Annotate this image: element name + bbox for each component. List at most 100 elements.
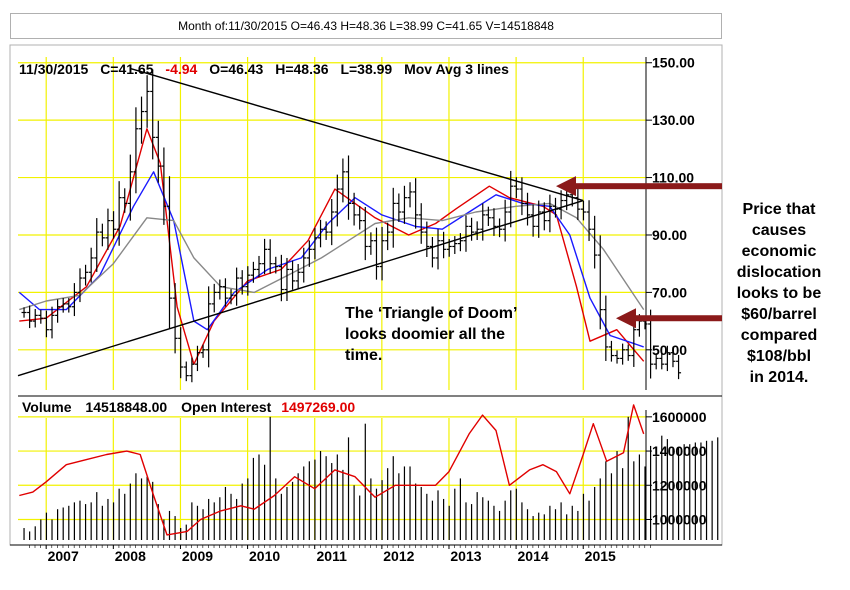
- price-bar: [385, 222, 391, 251]
- price-bar: [485, 206, 491, 226]
- price-bar: [558, 190, 564, 220]
- volume-y-tick-label: 1000000: [652, 511, 707, 527]
- price-bar: [295, 264, 301, 290]
- price-bar: [670, 346, 676, 368]
- price-bar: [66, 298, 72, 313]
- price-bar: [351, 192, 357, 226]
- price-y-tick-label: 130.00: [652, 112, 695, 128]
- price-bar: [88, 247, 94, 283]
- trendline-upper: [129, 67, 584, 202]
- annotations: [17, 67, 722, 377]
- price-bar: [469, 217, 475, 241]
- open-interest-value: 1497269.00: [281, 399, 355, 415]
- price-bar: [368, 232, 374, 255]
- price-bar: [144, 75, 150, 128]
- price-bar: [390, 187, 396, 248]
- lower-arrow: [616, 308, 722, 329]
- price-bar: [413, 178, 419, 229]
- price-bar: [116, 181, 122, 246]
- price-bar: [323, 221, 329, 240]
- price-bar: [133, 107, 139, 194]
- price-bar: [491, 208, 497, 236]
- price-bar: [262, 238, 268, 275]
- info-open: O=46.43: [209, 61, 263, 77]
- price-bar: [418, 203, 424, 244]
- price-bar: [32, 309, 38, 328]
- price-bar: [200, 344, 206, 358]
- price-bar: [172, 283, 178, 354]
- volume-y-tick-label: 1200000: [652, 477, 707, 493]
- price-bar: [183, 361, 189, 382]
- price-bar: [189, 357, 195, 383]
- axes: 150.00 130.00 110.00 90.00 70.00 50.00 1600000…: [10, 55, 722, 564]
- price-bar: [502, 199, 508, 242]
- side-note-text: Price that causes economic dislocation l…: [736, 201, 822, 386]
- price-panel: [18, 69, 682, 383]
- x-tick-label: 2015: [585, 548, 616, 564]
- price-bar: [530, 204, 536, 237]
- price-bar: [659, 353, 665, 370]
- price-bar: [27, 305, 33, 329]
- info-change: -4.94: [165, 61, 197, 77]
- price-bar: [401, 185, 407, 224]
- price-bar: [620, 343, 626, 365]
- price-bar: [603, 295, 609, 361]
- price-bar: [161, 147, 167, 225]
- x-tick-label: 2012: [383, 548, 414, 564]
- price-bar: [362, 206, 368, 261]
- open-interest-label: Open Interest: [181, 399, 272, 415]
- price-bar: [83, 264, 89, 286]
- price-bar: [71, 283, 77, 317]
- price-bar: [357, 205, 363, 230]
- price-bar: [664, 345, 670, 372]
- price-bar: [111, 211, 117, 239]
- price-y-tick-label: 110.00: [652, 170, 694, 186]
- price-bar: [77, 268, 83, 303]
- price-bar: [676, 354, 682, 380]
- volume-value: 14518848.00: [85, 399, 167, 415]
- price-bar: [55, 299, 61, 323]
- price-bar: [608, 340, 614, 362]
- price-bar: [525, 192, 531, 226]
- x-tick-label: 2014: [518, 548, 549, 564]
- price-bar: [452, 236, 458, 254]
- price-bar: [178, 327, 184, 379]
- price-bar: [127, 154, 133, 221]
- price-bar: [21, 307, 27, 318]
- price-bar: [424, 221, 430, 258]
- price-bar: [536, 200, 542, 238]
- x-tick-label: 2007: [48, 548, 79, 564]
- price-bar: [206, 286, 212, 368]
- trendline-lower: [17, 199, 584, 377]
- price-bar: [480, 203, 486, 241]
- price-bar: [250, 261, 256, 283]
- upper-arrow: [556, 176, 722, 197]
- price-bar: [463, 215, 469, 252]
- price-info-line: 11/30/2015 C=41.65 -4.94 O=46.43 H=48.36…: [19, 61, 509, 77]
- price-bar: [547, 194, 553, 233]
- price-bar: [653, 353, 659, 370]
- price-bar: [301, 247, 307, 283]
- price-bar: [340, 158, 346, 203]
- price-bar: [346, 155, 352, 220]
- price-bar: [592, 215, 598, 269]
- price-y-tick-label: 50.00: [652, 342, 687, 358]
- price-bar: [194, 345, 200, 372]
- price-bar: [290, 260, 296, 290]
- chart-header-bar: Month of:11/30/2015 O=46.43 H=48.36 L=38…: [10, 13, 722, 39]
- price-bar: [139, 96, 145, 144]
- price-bar: [334, 174, 340, 227]
- price-bar: [407, 182, 413, 208]
- price-bar: [49, 306, 55, 339]
- volume-y-tick-label: 1600000: [652, 409, 707, 425]
- info-date: 11/30/2015: [19, 61, 89, 77]
- open-interest-line: [19, 404, 645, 536]
- price-bar: [318, 219, 324, 248]
- triangle-note-line-1: The ‘Triangle of Doom’: [345, 305, 517, 322]
- x-tick-label: 2009: [182, 548, 213, 564]
- price-bar: [222, 278, 228, 307]
- volume-panel: [19, 404, 719, 540]
- price-bar: [435, 229, 441, 270]
- price-bar: [150, 69, 156, 160]
